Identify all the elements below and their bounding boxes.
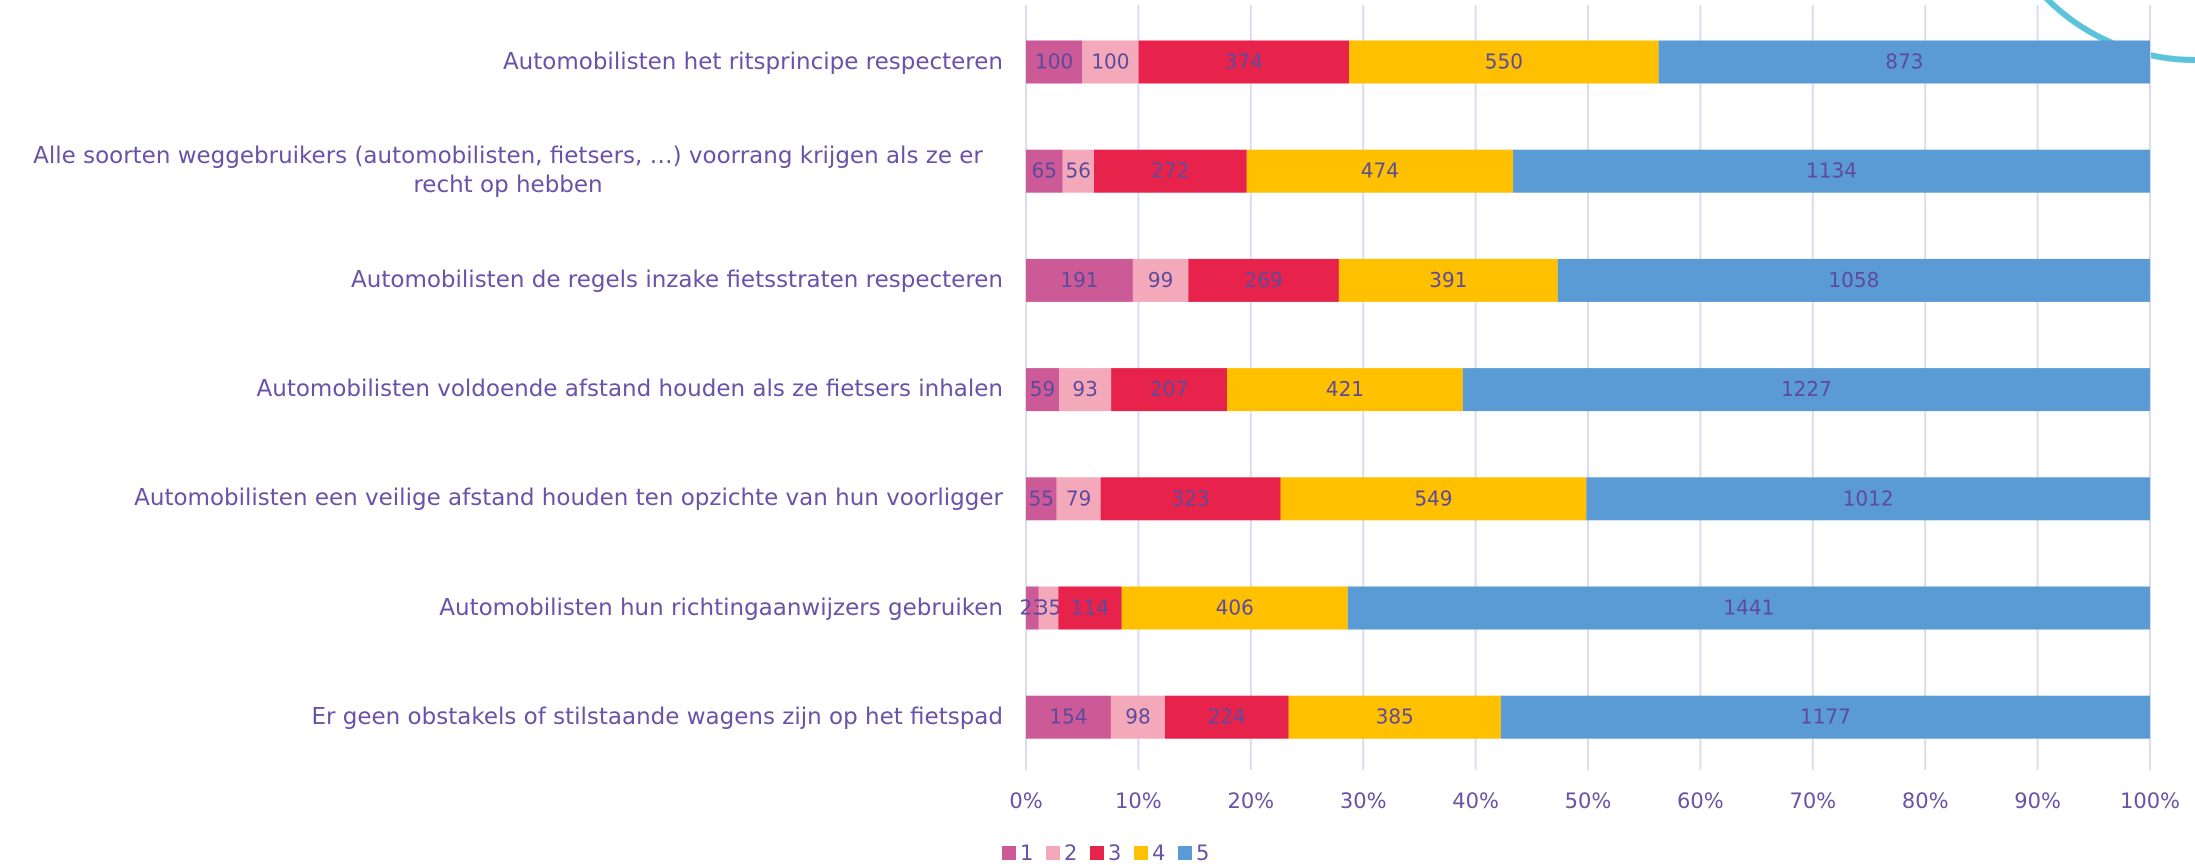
y-tick-label: Alle soorten weggebruikers (automobilist…	[13, 142, 1003, 200]
y-tick-label: Er geen obstakels of stilstaande wagens …	[311, 703, 1003, 732]
legend-swatch	[1090, 846, 1104, 860]
x-tick-label: 0%	[1009, 789, 1042, 813]
x-tick-label: 70%	[1789, 789, 1836, 813]
data-label: 99	[1148, 268, 1173, 292]
x-tick-label: 10%	[1115, 789, 1162, 813]
data-label: 191	[1060, 268, 1098, 292]
y-tick-label: Automobilisten voldoende afstand houden …	[257, 375, 1003, 404]
data-label: 549	[1414, 486, 1452, 510]
category-row: Automobilisten het ritsprincipe respecte…	[0, 22, 1003, 102]
data-label: 55	[1029, 486, 1054, 510]
legend-swatch	[1178, 846, 1192, 860]
data-label: 1227	[1781, 377, 1832, 401]
category-row: Er geen obstakels of stilstaande wagens …	[0, 677, 1003, 757]
legend-swatch	[1134, 846, 1148, 860]
data-label: 474	[1361, 159, 1399, 183]
data-label: 323	[1171, 486, 1209, 510]
data-label: 374	[1225, 50, 1263, 74]
data-label: 114	[1071, 596, 1109, 620]
legend-label: 5	[1196, 841, 1209, 865]
data-label: 100	[1035, 50, 1073, 74]
category-row: Automobilisten hun richtingaanwijzers ge…	[0, 568, 1003, 648]
legend-label: 1	[1020, 841, 1033, 865]
data-label: 224	[1208, 705, 1246, 729]
legend-label: 3	[1108, 841, 1121, 865]
x-tick-label: 40%	[1452, 789, 1499, 813]
data-label: 79	[1066, 486, 1091, 510]
x-tick-label: 50%	[1565, 789, 1612, 813]
category-row: Alle soorten weggebruikers (automobilist…	[0, 131, 1003, 211]
x-tick-label: 20%	[1227, 789, 1274, 813]
data-label: 1441	[1723, 596, 1774, 620]
x-tick-label: 30%	[1340, 789, 1387, 813]
y-tick-label: Automobilisten het ritsprincipe respecte…	[503, 48, 1003, 77]
chart: 0% 10% 20% 30% 40% 50% 60% 70% 80% 90% 100% 100 100 3…	[0, 0, 2195, 865]
data-label: 1012	[1843, 486, 1894, 510]
category-row: Automobilisten de regels inzake fietsstr…	[0, 240, 1003, 320]
data-label: 391	[1429, 268, 1467, 292]
legend-label: 2	[1064, 841, 1077, 865]
x-tick-label: 60%	[1677, 789, 1724, 813]
legend-label: 4	[1152, 841, 1165, 865]
legend-swatch	[1046, 846, 1060, 860]
legend-swatch	[1002, 846, 1016, 860]
data-label: 385	[1376, 705, 1414, 729]
data-label: 35	[1036, 596, 1061, 620]
data-label: 1177	[1800, 705, 1851, 729]
y-tick-label: Automobilisten hun richtingaanwijzers ge…	[439, 594, 1003, 623]
x-tick-label: 90%	[2014, 789, 2061, 813]
data-label: 269	[1245, 268, 1283, 292]
data-label: 1134	[1806, 159, 1857, 183]
data-label: 207	[1150, 377, 1188, 401]
data-label: 406	[1216, 596, 1254, 620]
category-row: Automobilisten een veilige afstand houde…	[0, 459, 1003, 539]
data-label: 100	[1091, 50, 1129, 74]
data-label: 93	[1072, 377, 1097, 401]
x-tick-label: 100%	[2120, 789, 2180, 813]
y-tick-label: Automobilisten de regels inzake fietsstr…	[351, 266, 1003, 295]
data-label: 65	[1032, 159, 1057, 183]
data-label: 550	[1485, 50, 1523, 74]
x-tick-label: 80%	[1902, 789, 1949, 813]
data-label: 59	[1030, 377, 1055, 401]
data-label: 1058	[1828, 268, 1879, 292]
data-label: 421	[1326, 377, 1364, 401]
category-row: Automobilisten voldoende afstand houden …	[0, 350, 1003, 430]
data-label: 98	[1125, 705, 1150, 729]
y-tick-label: Automobilisten een veilige afstand houde…	[134, 484, 1003, 513]
data-label: 154	[1049, 705, 1087, 729]
data-label: 272	[1151, 159, 1189, 183]
data-label: 873	[1885, 50, 1923, 74]
data-label: 56	[1066, 159, 1091, 183]
